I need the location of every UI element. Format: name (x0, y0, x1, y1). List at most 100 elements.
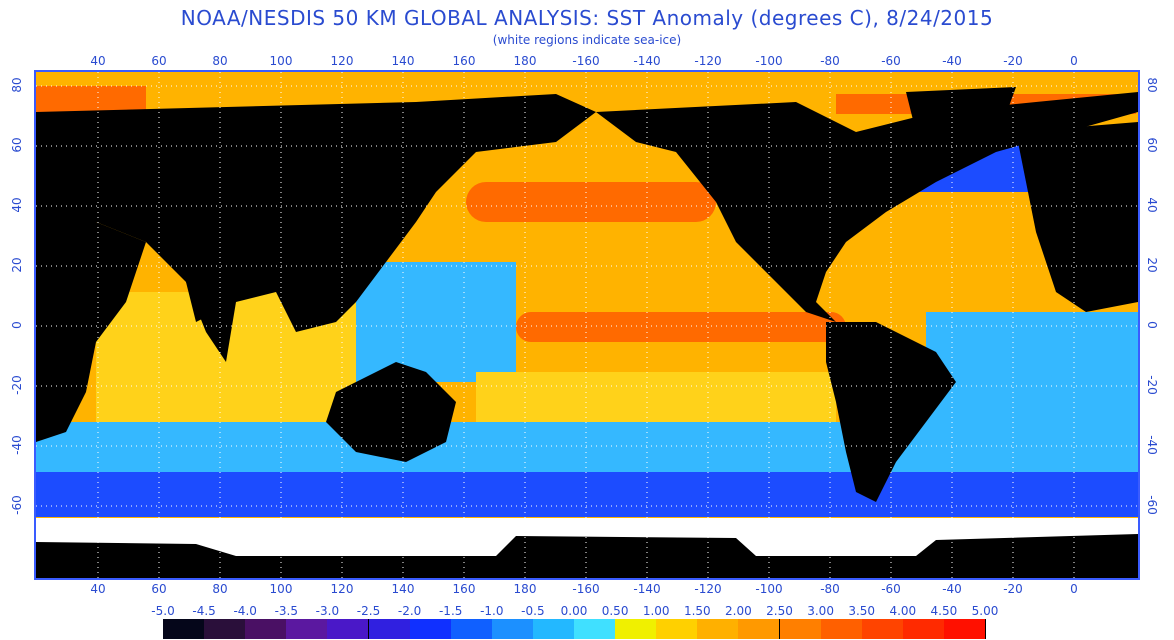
longitude-label-top: -40 (942, 54, 962, 68)
longitude-label-bottom: 100 (269, 582, 293, 596)
latitude-label-right: 80 (1145, 77, 1159, 93)
latitude-label-left: 60 (10, 137, 24, 153)
longitude-label-bottom: -40 (942, 582, 962, 596)
legend-swatch (286, 619, 329, 639)
south-pacific-mild-band (476, 372, 836, 422)
latitude-label-right: -20 (1145, 375, 1159, 395)
legend-swatch (738, 619, 781, 639)
legend-swatch (450, 619, 493, 639)
legend-tick-label: 4.50 (930, 604, 958, 618)
lat-lon-gridlines (36, 72, 1138, 578)
legend-tick-label: -5.0 (151, 604, 175, 618)
longitude-label-bottom: 180 (513, 582, 537, 596)
eurasia-landmass (36, 94, 596, 332)
legend-swatch (943, 619, 986, 639)
greenland-landmass (906, 87, 1016, 162)
longitude-label-top: -80 (820, 54, 840, 68)
legend-swatch (409, 619, 452, 639)
longitude-label-bottom: -120 (694, 582, 722, 596)
australia-landmass (326, 362, 456, 462)
longitude-label-top: 180 (513, 54, 537, 68)
map-subtitle: (white regions indicate sea-ice) (492, 33, 682, 47)
map-canvas (36, 72, 1138, 578)
legend-tick-label: 5.00 (971, 604, 999, 618)
legend-swatch (532, 619, 575, 639)
south-atlantic-cool-region (926, 312, 1138, 442)
longitude-label-bottom: -100 (755, 582, 783, 596)
longitude-label-bottom: 60 (151, 582, 167, 596)
latitude-label-right: 0 (1145, 321, 1159, 329)
legend-tick-label: -3.5 (274, 604, 299, 618)
legend-swatch (245, 619, 288, 639)
legend-swatch (820, 619, 863, 639)
legend-tick-label: 2.00 (725, 604, 752, 618)
legend-tick-label: -1.5 (438, 604, 463, 618)
legend-swatch (327, 619, 370, 639)
legend-swatch (779, 619, 822, 639)
legend-swatch (615, 619, 658, 639)
legend-swatch (697, 619, 740, 639)
latitude-label-right: 20 (1145, 257, 1159, 273)
longitude-label-bottom: -60 (881, 582, 901, 596)
latitude-label-right: 60 (1145, 137, 1159, 153)
antarctica-coast (36, 534, 1138, 556)
longitude-label-top: -60 (881, 54, 901, 68)
latitude-label-right: -60 (1145, 495, 1159, 515)
legend-swatch (656, 619, 699, 639)
legend-tick-label: 1.50 (683, 604, 711, 618)
legend-swatch (204, 619, 247, 639)
legend-tick-label: 3.00 (807, 604, 834, 618)
longitude-label-top: -140 (633, 54, 661, 68)
longitude-label-bottom: -20 (1003, 582, 1023, 596)
latitude-label-left: 0 (10, 321, 24, 329)
longitude-label-top: 80 (212, 54, 228, 68)
legend-swatch (574, 619, 616, 639)
sst-anomaly-map (34, 70, 1140, 580)
legend-tick-label: 2.50 (766, 604, 793, 618)
color-scale-legend (163, 619, 986, 639)
europe-landmass-east (1016, 122, 1138, 312)
legend-swatch (902, 619, 945, 639)
latitude-label-left: -60 (10, 495, 24, 515)
longitude-label-top: 0 (1070, 54, 1078, 68)
longitude-label-top: 60 (151, 54, 167, 68)
southern-ocean-cold-band (36, 472, 1138, 517)
longitude-label-bottom: 40 (90, 582, 106, 596)
longitude-label-top: -160 (572, 54, 600, 68)
legend-tick-label: 0.50 (601, 604, 629, 618)
latitude-label-left: 20 (10, 257, 24, 273)
longitude-label-bottom: -80 (820, 582, 840, 596)
longitude-label-top: 120 (330, 54, 354, 68)
latitude-label-left: 40 (10, 197, 24, 213)
legend-tick-label: -1.0 (480, 604, 504, 618)
longitude-label-top: -120 (694, 54, 722, 68)
north-pacific-hot-band (466, 182, 716, 222)
longitude-label-top: 40 (90, 54, 106, 68)
longitude-label-bottom: 80 (212, 582, 228, 596)
north-america-landmass (596, 92, 1138, 322)
latitude-label-right: -40 (1145, 435, 1159, 455)
legend-tick-label: 4.00 (889, 604, 917, 618)
longitude-label-top: 160 (452, 54, 476, 68)
longitude-label-top: -20 (1003, 54, 1023, 68)
longitude-label-top: -100 (755, 54, 783, 68)
legend-tick-label: -3.0 (315, 604, 340, 618)
longitude-label-bottom: 0 (1070, 582, 1078, 596)
latitude-label-left: 80 (10, 77, 24, 93)
longitude-label-bottom: -160 (572, 582, 600, 596)
legend-tick-label: 3.50 (848, 604, 876, 618)
africa-landmass (36, 212, 146, 442)
legend-tick-label: -4.5 (192, 604, 216, 618)
legend-tick-label: 0.00 (560, 604, 588, 618)
longitude-label-bottom: 160 (452, 582, 476, 596)
legend-swatch (861, 619, 904, 639)
longitude-label-bottom: 140 (391, 582, 415, 596)
legend-tick-label: -2.0 (397, 604, 422, 618)
legend-swatch (163, 619, 205, 639)
antarctica (36, 556, 1138, 578)
legend-swatch (368, 619, 411, 639)
india-peninsula (186, 282, 236, 362)
legend-tick-label: -4.0 (233, 604, 257, 618)
legend-tick-label: -0.5 (521, 604, 545, 618)
longitude-label-bottom: 120 (330, 582, 354, 596)
